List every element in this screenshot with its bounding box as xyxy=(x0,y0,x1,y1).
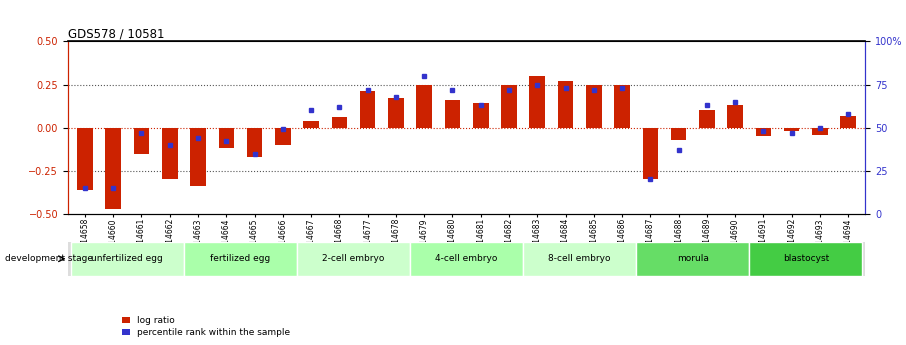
Text: GDS578 / 10581: GDS578 / 10581 xyxy=(68,27,165,40)
Bar xyxy=(728,105,743,128)
Text: development stage: development stage xyxy=(5,254,92,263)
Bar xyxy=(812,128,828,135)
Bar xyxy=(558,81,573,128)
Bar xyxy=(410,241,523,276)
Bar xyxy=(642,128,658,179)
Bar xyxy=(699,110,715,128)
Bar xyxy=(586,85,602,128)
Bar xyxy=(360,91,375,128)
Bar xyxy=(304,121,319,128)
Bar xyxy=(162,128,178,179)
Bar xyxy=(529,76,545,128)
Text: 8-cell embryo: 8-cell embryo xyxy=(548,254,611,263)
Bar xyxy=(190,128,206,186)
Bar xyxy=(784,128,799,131)
Bar xyxy=(417,85,432,128)
Bar xyxy=(501,85,516,128)
Bar xyxy=(749,241,863,276)
Bar xyxy=(841,116,856,128)
Bar xyxy=(77,128,92,190)
Bar xyxy=(636,241,749,276)
Bar xyxy=(297,241,410,276)
Bar xyxy=(105,128,121,209)
Text: fertilized egg: fertilized egg xyxy=(210,254,271,263)
Text: 4-cell embryo: 4-cell embryo xyxy=(436,254,497,263)
Bar xyxy=(184,241,297,276)
Bar xyxy=(275,128,291,145)
Bar xyxy=(246,128,263,157)
Text: blastocyst: blastocyst xyxy=(783,254,829,263)
Text: unfertilized egg: unfertilized egg xyxy=(92,254,163,263)
Bar xyxy=(614,85,630,128)
Text: morula: morula xyxy=(677,254,708,263)
Bar xyxy=(756,128,771,136)
Bar xyxy=(445,100,460,128)
Bar xyxy=(218,128,234,148)
Bar xyxy=(71,241,184,276)
Text: 2-cell embryo: 2-cell embryo xyxy=(323,254,385,263)
Bar xyxy=(670,128,687,140)
Bar xyxy=(473,104,488,128)
Bar xyxy=(134,128,149,154)
Legend: log ratio, percentile rank within the sample: log ratio, percentile rank within the sa… xyxy=(122,316,290,337)
Bar xyxy=(523,241,636,276)
Bar xyxy=(388,98,404,128)
Bar xyxy=(332,117,347,128)
